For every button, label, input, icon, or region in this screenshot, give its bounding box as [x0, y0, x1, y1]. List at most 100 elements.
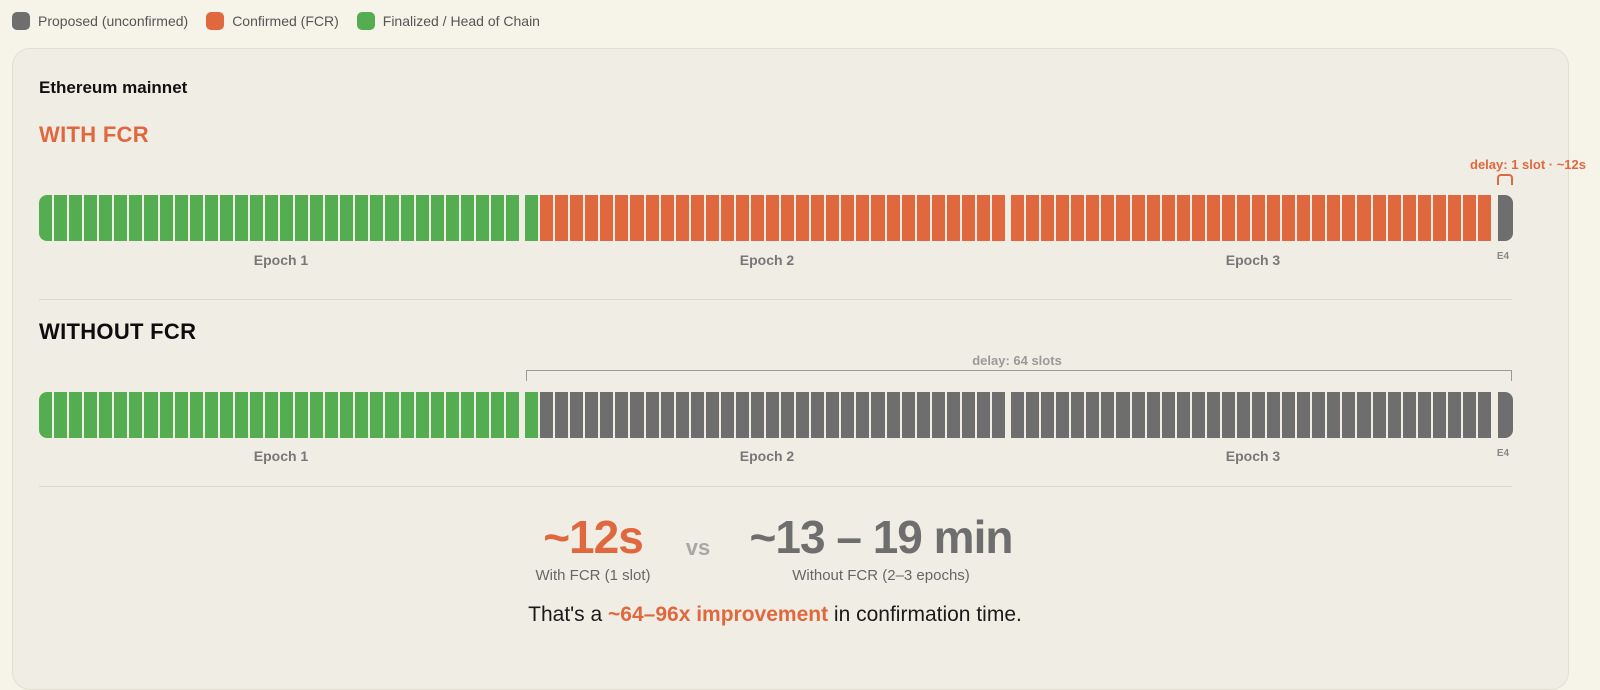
- with-fcr-slot-finalized: [310, 195, 324, 241]
- without-fcr-slot-proposed: [1357, 392, 1371, 438]
- with-fcr-epoch-1-label: Epoch 1: [253, 252, 309, 268]
- legend-swatch-proposed: [12, 12, 30, 30]
- without-fcr-slot-proposed: [1267, 392, 1281, 438]
- legend-item-proposed: Proposed (unconfirmed): [12, 12, 188, 30]
- summary-text: That's a ~64–96x improvement in confirma…: [528, 603, 1022, 627]
- with-fcr-slot-finalized: [99, 195, 113, 241]
- without-fcr-slot-proposed: [766, 392, 780, 438]
- without-fcr-slot-proposed: [1041, 392, 1055, 438]
- without-fcr-slot-finalized: [475, 392, 489, 438]
- without-fcr-slot-proposed: [735, 392, 749, 438]
- without-fcr-slot-proposed: [1086, 392, 1100, 438]
- with-fcr-slot-finalized: [159, 195, 173, 241]
- with-fcr-slot-confirmed: [1026, 195, 1040, 241]
- with-fcr-slot-confirmed: [660, 195, 674, 241]
- with-fcr-slot-confirmed: [946, 195, 960, 241]
- with-fcr-epoch-2-label: Epoch 2: [739, 252, 795, 268]
- without-fcr-slot-finalized: [39, 392, 53, 438]
- without-fcr-slot-proposed: [1146, 392, 1160, 438]
- summary-highlight: ~64–96x improvement: [608, 603, 829, 626]
- without-fcr-slot-proposed: [630, 392, 644, 438]
- summary-prefix: That's a: [528, 603, 609, 626]
- without-fcr-slot-proposed: [615, 392, 629, 438]
- with-fcr-slot-finalized: [355, 195, 369, 241]
- with-fcr-slot-finalized: [505, 195, 519, 241]
- with-fcr-slot-finalized: [370, 195, 384, 241]
- without-fcr-slot-proposed: [1056, 392, 1070, 438]
- with-fcr-slot-confirmed: [1312, 195, 1326, 241]
- with-fcr-slot-confirmed: [1176, 195, 1190, 241]
- without-fcr-slot-finalized: [355, 392, 369, 438]
- without-fcr-slot-finalized: [505, 392, 519, 438]
- without-fcr-slot-finalized: [490, 392, 504, 438]
- with-fcr-delay-label: delay: 1 slot · ~12s: [1470, 157, 1586, 172]
- with-fcr-slot-confirmed: [1131, 195, 1145, 241]
- with-fcr-slot-confirmed: [1282, 195, 1296, 241]
- with-fcr-slot-confirmed: [1417, 195, 1431, 241]
- with-fcr-slot-confirmed: [750, 195, 764, 241]
- without-fcr-slot-proposed: [1161, 392, 1175, 438]
- with-fcr-slot-finalized: [264, 195, 278, 241]
- with-fcr-slot-confirmed: [1161, 195, 1175, 241]
- with-fcr-slot-confirmed: [675, 195, 689, 241]
- without-fcr-slot-finalized: [264, 392, 278, 438]
- legend-item-finalized: Finalized / Head of Chain: [356, 12, 540, 30]
- with-fcr-slot-confirmed: [720, 195, 734, 241]
- with-fcr-slot-finalized: [219, 195, 233, 241]
- without-fcr-slot-proposed: [705, 392, 719, 438]
- without-fcr-epoch-1-label: Epoch 1: [253, 448, 309, 464]
- without-fcr-slot-proposed: [720, 392, 734, 438]
- with-fcr-slot-confirmed: [976, 195, 990, 241]
- without-fcr-slot-proposed: [1282, 392, 1296, 438]
- without-fcr-slot-proposed: [826, 392, 840, 438]
- without-fcr-slot-proposed: [570, 392, 584, 438]
- with-fcr-slot-confirmed: [796, 195, 810, 241]
- without-fcr-slot-proposed: [961, 392, 975, 438]
- with-fcr-slot-confirmed: [961, 195, 975, 241]
- with-fcr-slot-confirmed: [1011, 195, 1025, 241]
- with-fcr-slot-finalized: [39, 195, 53, 241]
- with-fcr-slot-finalized: [129, 195, 143, 241]
- with-fcr-slot-confirmed: [871, 195, 885, 241]
- without-fcr-epoch-2-label: Epoch 2: [739, 448, 795, 464]
- without-fcr-slot-finalized: [54, 392, 68, 438]
- with-fcr-time-value: ~12s: [543, 511, 644, 563]
- without-fcr-time-value: ~13 – 19 min: [749, 511, 1014, 563]
- without-fcr-slot-finalized: [430, 392, 444, 438]
- legend-swatch-confirmed: [206, 12, 225, 30]
- without-fcr-slot-finalized: [84, 392, 98, 438]
- with-fcr-slot-confirmed: [645, 195, 659, 241]
- without-fcr-slot-proposed: [585, 392, 599, 438]
- with-fcr-slot-confirmed: [1477, 195, 1491, 241]
- with-fcr-slot-confirmed: [931, 195, 945, 241]
- without-fcr-slot-proposed: [1221, 392, 1235, 438]
- with-fcr-slot-confirmed: [615, 195, 629, 241]
- without-fcr-slot-proposed: [600, 392, 614, 438]
- without-fcr-slot-finalized: [129, 392, 143, 438]
- with-fcr-slot-confirmed: [1236, 195, 1250, 241]
- without-fcr-slot-proposed: [781, 392, 795, 438]
- with-fcr-slot-confirmed: [886, 195, 900, 241]
- without-fcr-slot-proposed: [871, 392, 885, 438]
- with-fcr-slot-confirmed: [705, 195, 719, 241]
- with-fcr-slot-confirmed: [916, 195, 930, 241]
- without-fcr-slot-finalized: [159, 392, 173, 438]
- with-fcr-slot-confirmed: [585, 195, 599, 241]
- without-fcr-slot-proposed: [1116, 392, 1130, 438]
- with-fcr-slot-confirmed: [1372, 195, 1386, 241]
- without-fcr-title: WITHOUT FCR: [39, 319, 197, 344]
- without-fcr-slot-finalized: [310, 392, 324, 438]
- without-fcr-slot-proposed: [1417, 392, 1431, 438]
- without-fcr-slot-proposed: [1206, 392, 1220, 438]
- without-fcr-slot-proposed: [540, 392, 554, 438]
- without-fcr-slot-finalized: [189, 392, 203, 438]
- with-fcr-slot-confirmed: [811, 195, 825, 241]
- without-fcr-slot-proposed: [811, 392, 825, 438]
- with-fcr-slot-confirmed: [1432, 195, 1446, 241]
- without-fcr-slot-proposed: [916, 392, 930, 438]
- legend-label: Finalized / Head of Chain: [382, 13, 540, 29]
- without-fcr-slot-proposed: [675, 392, 689, 438]
- without-fcr-slot-finalized: [69, 392, 83, 438]
- without-fcr-slot-proposed: [1462, 392, 1476, 438]
- with-fcr-slot-confirmed: [1221, 195, 1235, 241]
